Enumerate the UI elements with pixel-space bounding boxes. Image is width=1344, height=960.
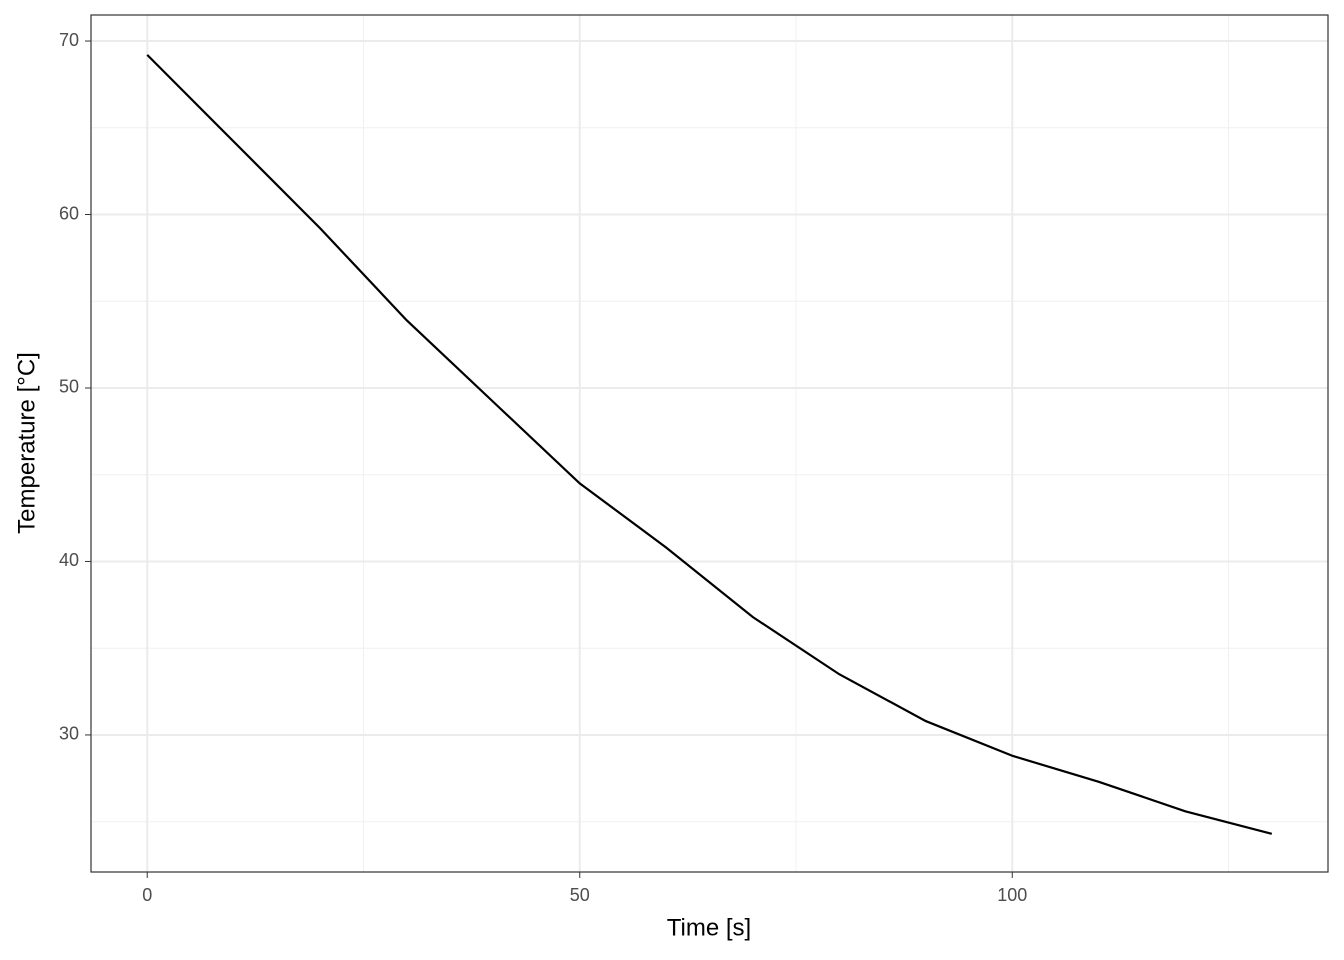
y-tick-label: 50 xyxy=(59,377,79,397)
y-axis-title: Temperature [°C] xyxy=(13,352,40,534)
x-tick-label: 100 xyxy=(997,885,1027,905)
x-tick-label: 0 xyxy=(142,885,152,905)
data-line xyxy=(146,54,1273,835)
x-tick-label: 50 xyxy=(570,885,590,905)
y-tick-label: 30 xyxy=(59,724,79,744)
y-tick-label: 60 xyxy=(59,203,79,223)
y-tick-label: 70 xyxy=(59,30,79,50)
plot-border xyxy=(90,14,1329,873)
x-axis-title: Time [s] xyxy=(667,914,751,941)
y-tick-label: 40 xyxy=(59,550,79,570)
